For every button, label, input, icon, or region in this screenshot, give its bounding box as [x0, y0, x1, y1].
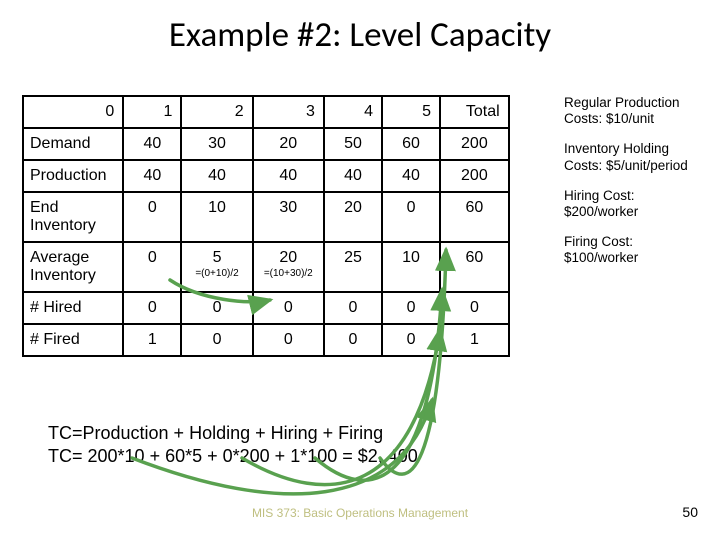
- table-cell: 200: [440, 128, 509, 160]
- table-cell: 1: [123, 324, 181, 356]
- table-cell: 0: [382, 292, 440, 324]
- table-cell: 60: [440, 192, 509, 242]
- table-cell: 0: [324, 324, 382, 356]
- tc-line-2: TC= 200*10 + 60*5 + 0*200 + 1*100 = $2, …: [48, 445, 418, 468]
- cost-notes: Regular Production Costs: $10/unit Invent…: [564, 95, 708, 281]
- table-cell: 0: [253, 292, 324, 324]
- total-cost-formula: TC=Production + Holding + Hiring + Firin…: [48, 422, 418, 469]
- table-cell: 30: [181, 128, 252, 160]
- table-cell: 0: [382, 324, 440, 356]
- col-header: 4: [324, 96, 382, 128]
- table-cell: 20=(10+30)/2: [253, 242, 324, 292]
- table-cell: 0: [181, 324, 252, 356]
- table-cell: 40: [253, 160, 324, 192]
- table-cell: 50: [324, 128, 382, 160]
- table-cell: 0: [123, 192, 181, 242]
- table-cell: 0: [123, 242, 181, 292]
- row-label: EndInventory: [23, 192, 123, 242]
- table-cell: 0: [123, 292, 181, 324]
- capacity-table-wrap: 012345Total Demand4030205060200Productio…: [22, 95, 552, 357]
- table-cell: 60: [382, 128, 440, 160]
- row-label: Production: [23, 160, 123, 192]
- footer-text: MIS 373: Basic Operations Management: [0, 506, 720, 520]
- col-header: 3: [253, 96, 324, 128]
- table-cell: 0: [253, 324, 324, 356]
- table-cell: 40: [123, 128, 181, 160]
- cost-note: Inventory Holding Costs: $5/unit/period: [564, 141, 708, 173]
- slide-title: Example #2: Level Capacity: [0, 14, 720, 56]
- col-header: 1: [123, 96, 181, 128]
- row-label: # Hired: [23, 292, 123, 324]
- col-header: Total: [440, 96, 509, 128]
- table-cell: 0: [382, 192, 440, 242]
- table-cell: 40: [181, 160, 252, 192]
- col-header: 2: [181, 96, 252, 128]
- table-cell: 60: [440, 242, 509, 292]
- table-cell: 20: [253, 128, 324, 160]
- table-cell: 30: [253, 192, 324, 242]
- table-cell: 0: [440, 292, 509, 324]
- table-cell: 0: [181, 292, 252, 324]
- row-label: # Fired: [23, 324, 123, 356]
- cost-note: Regular Production Costs: $10/unit: [564, 95, 708, 127]
- table-cell: 10: [181, 192, 252, 242]
- cost-note: Firing Cost: $100/worker: [564, 234, 708, 266]
- row-label: AverageInventory: [23, 242, 123, 292]
- table-cell: 5=(0+10)/2: [181, 242, 252, 292]
- col-header: 5: [382, 96, 440, 128]
- table-cell: 25: [324, 242, 382, 292]
- table-cell: 20: [324, 192, 382, 242]
- capacity-table: 012345Total Demand4030205060200Productio…: [22, 95, 552, 357]
- table-cell: 40: [123, 160, 181, 192]
- table-cell: 200: [440, 160, 509, 192]
- col-header-zero: 0: [23, 96, 123, 128]
- table-cell: 40: [324, 160, 382, 192]
- tc-line-1: TC=Production + Holding + Hiring + Firin…: [48, 422, 418, 445]
- cost-note: Hiring Cost: $200/worker: [564, 188, 708, 220]
- row-label: Demand: [23, 128, 123, 160]
- page-number: 50: [682, 504, 698, 520]
- table-cell: 40: [382, 160, 440, 192]
- table-cell: 10: [382, 242, 440, 292]
- table-cell: 0: [324, 292, 382, 324]
- table-cell: 1: [440, 324, 509, 356]
